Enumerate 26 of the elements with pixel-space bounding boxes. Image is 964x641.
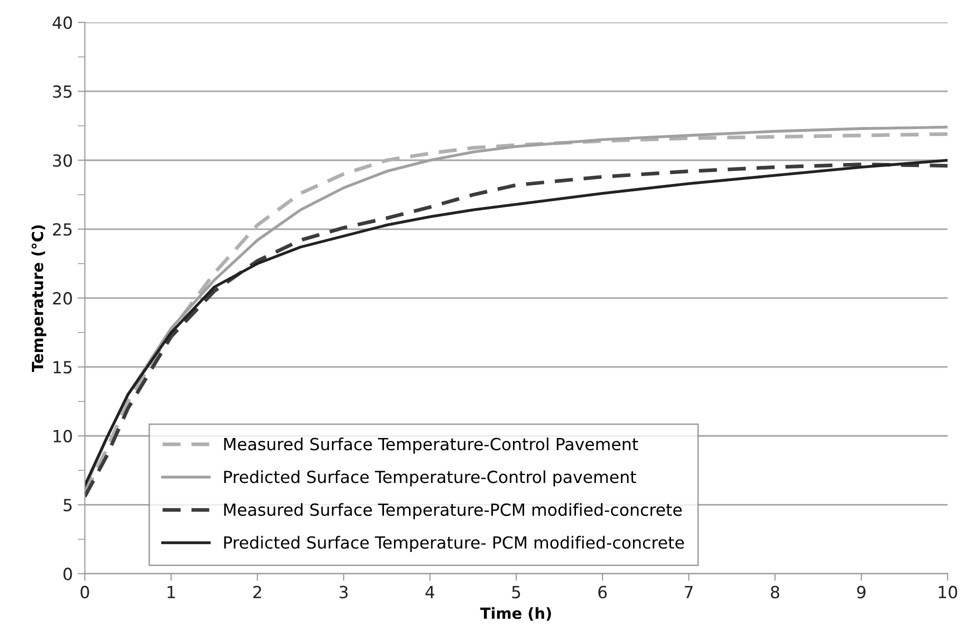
x-tick-label: 8 (770, 586, 780, 598)
x-tick-label: 6 (598, 586, 607, 598)
legend-label: Predicted Surface Temperature-Control pavement (224, 470, 636, 486)
legend-label: Measured Surface Temperature-Control Pavement (224, 438, 638, 454)
y-tick-label: 40 (52, 16, 72, 30)
x-tick-label: 5 (512, 586, 520, 598)
y-tick-label: 15 (54, 361, 72, 374)
x-tick-label: 2 (253, 586, 262, 598)
y-tick-label: 20 (53, 292, 72, 305)
x-tick-label: 1 (168, 586, 175, 598)
x-tick-label: 4 (425, 586, 434, 598)
y-axis-title: Temperature (°C) (31, 225, 46, 372)
legend-label: Measured Surface Temperature-PCM modified-concrete (224, 503, 682, 520)
legend-label: Predicted Surface Temperature- PCM modified-concrete (224, 536, 684, 552)
x-tick-label: 7 (684, 586, 693, 598)
y-tick-label: 10 (54, 430, 72, 442)
x-tick-label: 10 (938, 586, 958, 598)
y-tick-label: 5 (64, 498, 72, 512)
x-tick-label: 0 (80, 586, 90, 598)
y-tick-label: 25 (53, 223, 72, 236)
x-axis-title: Time (h) (480, 607, 551, 621)
x-tick-label: 9 (857, 586, 866, 598)
x-tick-label: 3 (340, 586, 348, 598)
y-tick-label: 35 (53, 85, 72, 98)
y-tick-label: 30 (53, 154, 72, 167)
y-tick-label: 0 (64, 568, 72, 580)
